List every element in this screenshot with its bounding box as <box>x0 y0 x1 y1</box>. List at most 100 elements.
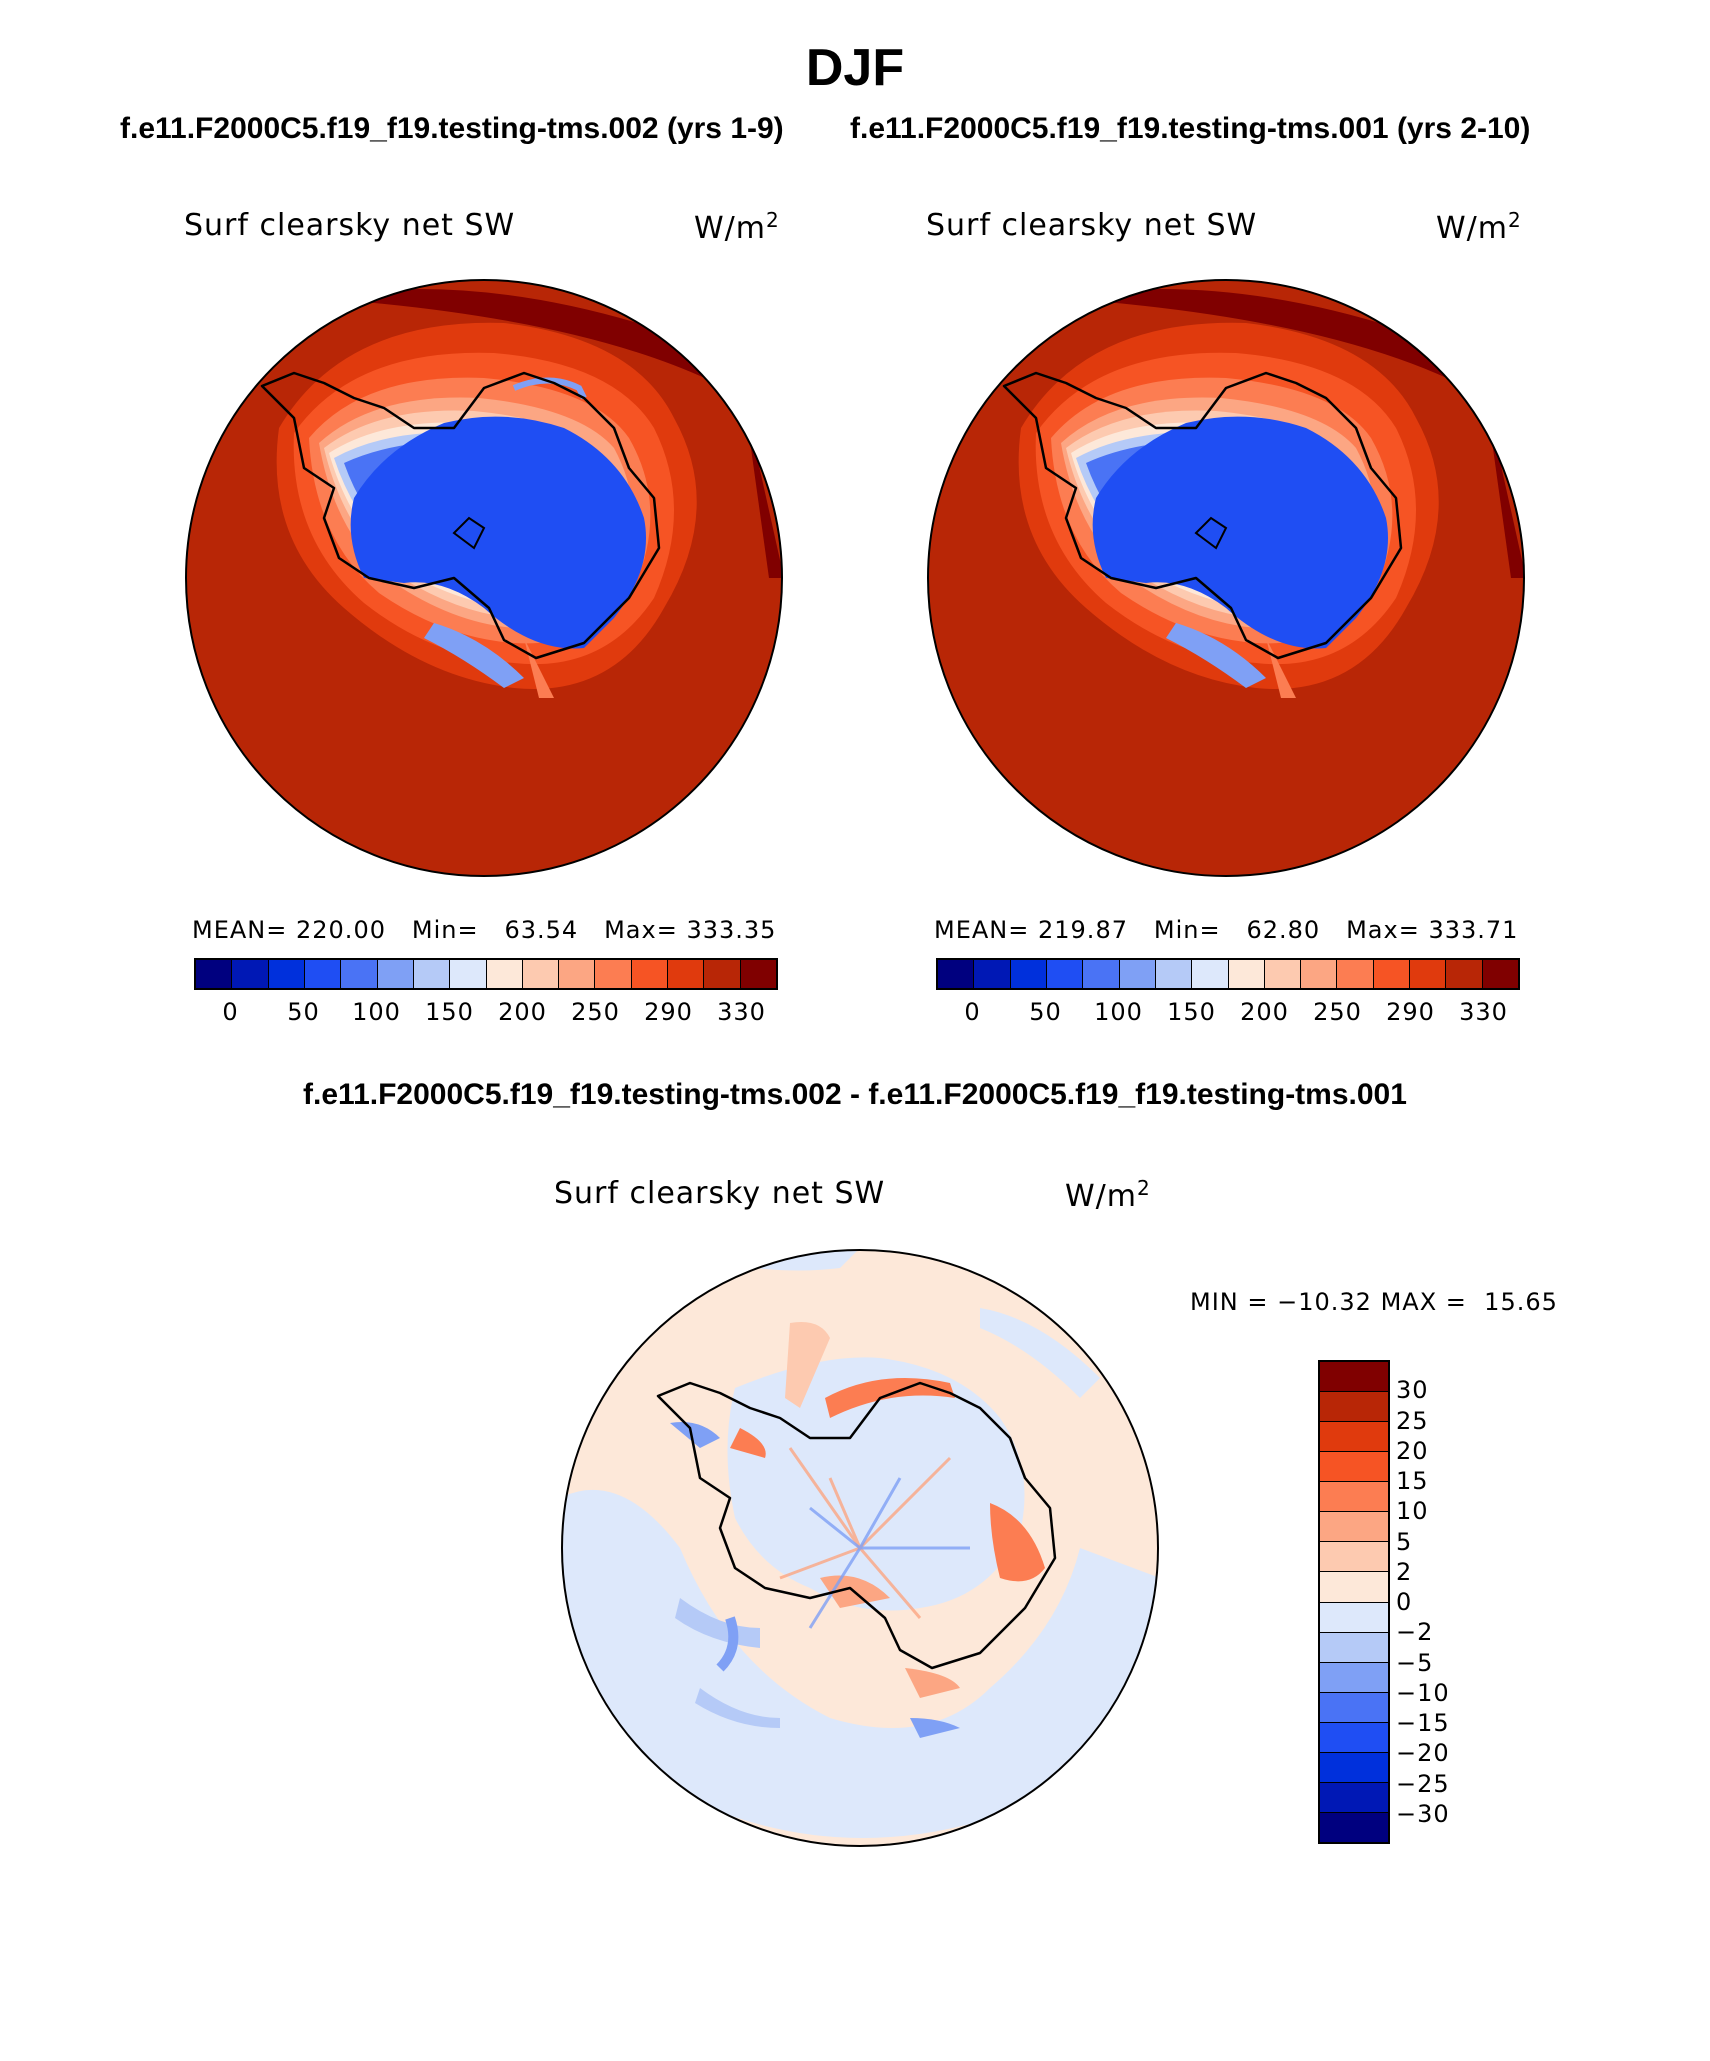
colorbar-tick-label: 15 <box>1396 1467 1429 1495</box>
panel-b-polar-map <box>927 279 1525 877</box>
colorbar-tick-label: 30 <box>1396 1376 1429 1405</box>
colorbar-box <box>341 960 378 988</box>
colorbar-tick-label: 5 <box>1396 1527 1413 1556</box>
colorbar-tick-label: 100 <box>1094 998 1143 1026</box>
colorbar-tick-label: 330 <box>717 998 766 1026</box>
colorbar-tick-label: 0 <box>964 998 981 1026</box>
colorbar-tick-label: −5 <box>1396 1648 1434 1677</box>
panel-b-stats: MEAN= 219.87 Min= 62.80 Max= 333.71 <box>934 916 1519 944</box>
colorbar-box <box>232 960 269 988</box>
panel-b-colorbar <box>936 958 1520 990</box>
colorbar-box <box>1320 1602 1388 1633</box>
diff-colorbar-ticks: 30 25 20 15 10 5 2 0 −2 −5 −10 −15 −20 −25 −30 <box>1396 1360 1496 1844</box>
colorbar-box <box>1010 960 1047 988</box>
colorbar-box <box>1119 960 1156 988</box>
panel-a-polar-map <box>185 279 783 877</box>
colorbar-box <box>704 960 741 988</box>
colorbar-tick-label: 25 <box>1396 1406 1429 1435</box>
colorbar-box <box>1320 1782 1388 1813</box>
diff-unit-label: W/m2 <box>1065 1176 1151 1214</box>
colorbar-tick-label: 250 <box>571 998 620 1026</box>
colorbar-box <box>377 960 414 988</box>
panel-a-colorbar <box>194 958 778 990</box>
colorbar-box <box>1046 960 1084 988</box>
colorbar-box <box>1320 1422 1388 1453</box>
colorbar-box <box>1192 960 1229 988</box>
colorbar-box <box>1155 960 1193 988</box>
colorbar-box <box>1320 1632 1388 1663</box>
colorbar-tick-label: −20 <box>1396 1739 1450 1768</box>
panel-a-variable-label: Surf clearsky net SW <box>184 208 516 243</box>
colorbar-tick-label: −15 <box>1396 1709 1450 1737</box>
colorbar-box <box>1320 1512 1388 1543</box>
colorbar-tick-label: 50 <box>287 998 320 1026</box>
colorbar-tick-label: −25 <box>1396 1769 1450 1798</box>
diff-variable-label: Surf clearsky net SW <box>554 1176 886 1211</box>
colorbar-box <box>1320 1752 1388 1783</box>
colorbar-tick-label: 2 <box>1396 1557 1413 1586</box>
page-title: DJF <box>805 39 905 97</box>
colorbar-box <box>1320 1692 1388 1723</box>
colorbar-tick-label: 50 <box>1029 998 1062 1026</box>
diff-title: f.e11.F2000C5.f19_f19.testing-tms.002 - … <box>303 1078 1407 1111</box>
colorbar-tick-label: 250 <box>1313 998 1362 1026</box>
colorbar-box <box>486 960 523 988</box>
colorbar-box <box>1320 1812 1388 1842</box>
colorbar-box <box>1228 960 1265 988</box>
colorbar-box <box>1410 960 1447 988</box>
colorbar-tick-label: 20 <box>1396 1436 1429 1465</box>
colorbar-tick-label: 150 <box>425 998 474 1026</box>
run-b-title: f.e11.F2000C5.f19_f19.testing-tms.001 (y… <box>850 112 1531 145</box>
diff-stats: MIN = −10.32 MAX = 15.65 <box>1190 1288 1558 1316</box>
panel-b-colorbar-ticks: 0 50 100 150 200 250 290 330 <box>936 998 1520 1028</box>
colorbar-tick-label: 0 <box>222 998 239 1026</box>
colorbar-tick-label: −30 <box>1396 1799 1450 1828</box>
colorbar-box <box>450 960 487 988</box>
colorbar-box <box>1320 1392 1388 1423</box>
panel-b-variable-label: Surf clearsky net SW <box>926 208 1258 243</box>
colorbar-box <box>938 960 975 988</box>
colorbar-box <box>559 960 596 988</box>
colorbar-tick-label: 100 <box>352 998 401 1026</box>
colorbar-box <box>413 960 451 988</box>
colorbar-box <box>631 960 669 988</box>
colorbar-box <box>1320 1662 1388 1693</box>
colorbar-tick-label: 200 <box>498 998 547 1026</box>
panel-a-unit-label: W/m2 <box>694 208 780 246</box>
colorbar-box <box>1320 1482 1388 1513</box>
colorbar-tick-label: 290 <box>644 998 693 1026</box>
colorbar-box <box>1320 1362 1388 1393</box>
colorbar-tick-label: 10 <box>1396 1497 1429 1526</box>
colorbar-tick-label: −10 <box>1396 1678 1450 1707</box>
colorbar-box <box>1264 960 1302 988</box>
colorbar-box <box>1320 1452 1388 1483</box>
colorbar-box <box>1446 960 1483 988</box>
colorbar-box <box>268 960 305 988</box>
colorbar-tick-label: 290 <box>1386 998 1435 1026</box>
colorbar-box <box>196 960 233 988</box>
colorbar-box <box>1337 960 1374 988</box>
colorbar-box <box>1320 1722 1388 1753</box>
colorbar-tick-label: 330 <box>1459 998 1508 1026</box>
run-a-title: f.e11.F2000C5.f19_f19.testing-tms.002 (y… <box>120 112 784 145</box>
colorbar-box <box>304 960 342 988</box>
panel-a-stats: MEAN= 220.00 Min= 63.54 Max= 333.35 <box>192 916 777 944</box>
colorbar-tick-label: 200 <box>1240 998 1289 1026</box>
colorbar-box <box>1320 1542 1388 1573</box>
colorbar-box <box>522 960 560 988</box>
colorbar-tick-label: −2 <box>1396 1618 1434 1647</box>
colorbar-box <box>1083 960 1120 988</box>
colorbar-box <box>974 960 1011 988</box>
colorbar-box <box>1373 960 1411 988</box>
colorbar-box <box>1482 960 1518 988</box>
colorbar-tick-label: 0 <box>1396 1588 1413 1616</box>
colorbar-box <box>1301 960 1338 988</box>
colorbar-box <box>740 960 776 988</box>
colorbar-tick-label: 150 <box>1167 998 1216 1026</box>
colorbar-box <box>668 960 705 988</box>
diff-polar-map <box>561 1249 1159 1847</box>
colorbar-box <box>1320 1572 1388 1603</box>
diff-colorbar <box>1318 1360 1390 1844</box>
panel-a-colorbar-ticks: 0 50 100 150 200 250 290 330 <box>194 998 778 1028</box>
panel-b-unit-label: W/m2 <box>1436 208 1522 246</box>
